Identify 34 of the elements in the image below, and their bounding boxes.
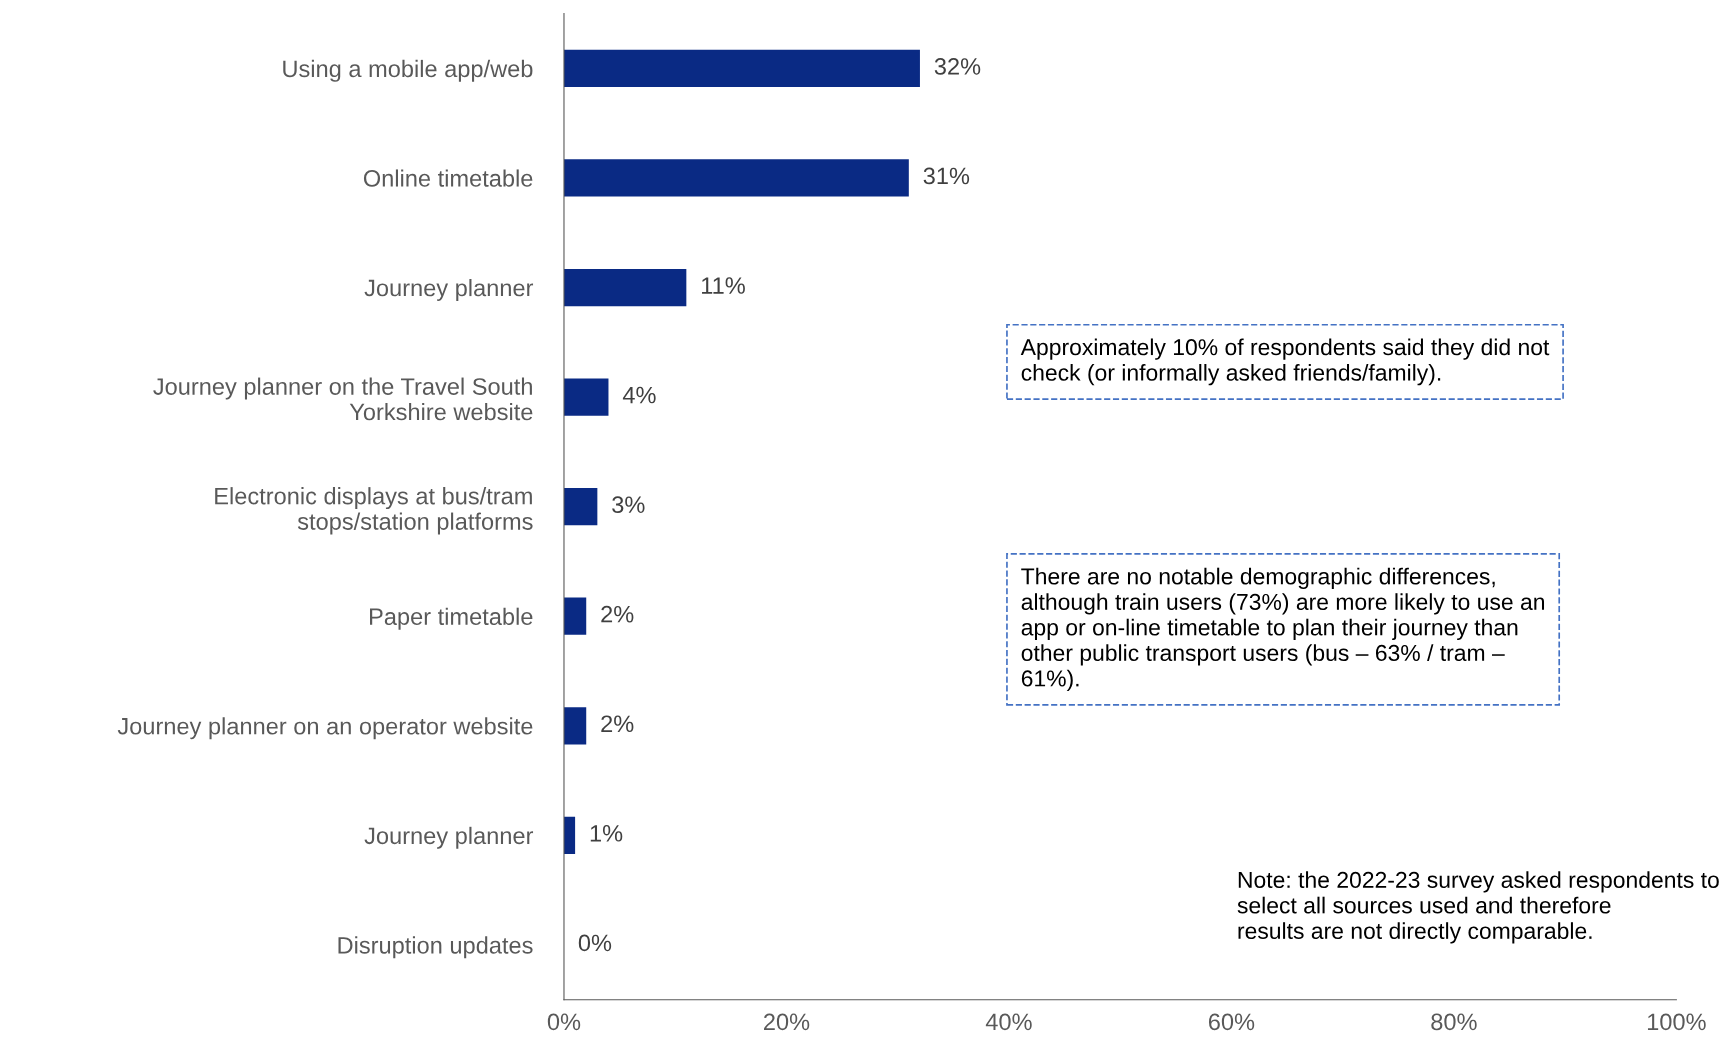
x-tick-label: 100%: [1647, 1013, 1706, 1031]
y-tick-label: Journey planner on the Travel South Yorkshire website: [153, 377, 533, 421]
annotation: There are no notable demographic differences, although train users (73%) are more likely to use an app or on-line timetable to plan their journey than other public transport users (bus – 63% / tram – 61%).: [1021, 567, 1545, 692]
bar: [563, 707, 587, 745]
bar: [563, 488, 598, 526]
y-tick-label: Journey planner on an operator website: [117, 717, 533, 740]
y-tick-label: Using a mobile app/web: [283, 59, 533, 82]
data-label: 2%: [601, 715, 634, 733]
x-tick-label: 0%: [547, 1013, 581, 1031]
x-tick-label: 40%: [985, 1013, 1032, 1031]
y-tick-label: Journey planner: [364, 278, 534, 301]
bar: [563, 378, 609, 416]
bar: [563, 597, 587, 635]
y-tick-label: Disruption updates: [338, 936, 533, 959]
data-label: 3%: [612, 496, 645, 514]
data-label: 1%: [590, 825, 623, 842]
data-label: 31%: [923, 167, 970, 185]
data-label: 4%: [622, 386, 656, 404]
data-label: 0%: [578, 934, 612, 952]
x-tick-label: 80%: [1431, 1013, 1477, 1031]
bar: [563, 268, 687, 307]
annotation: Approximately 10% of respondents said they did not check (or informally asked friends/family).: [1020, 338, 1550, 386]
bar: [563, 49, 920, 88]
y-tick-label: Electronic displays at bus/tram stops/station platforms: [215, 487, 533, 535]
x-tick-label: 60%: [1208, 1013, 1255, 1031]
x-tick-label: 20%: [764, 1013, 810, 1031]
y-tick-label: Journey planner: [364, 826, 534, 849]
data-label: 32%: [934, 58, 981, 75]
annotation: Note: the 2022-23 survey asked respondents to select all sources used and therefore results are not directly comparable.: [1237, 871, 1719, 944]
bar: [563, 159, 909, 197]
data-label: 11%: [702, 277, 745, 294]
y-tick-label: Online timetable: [363, 169, 533, 187]
data-label: 2%: [601, 605, 634, 623]
y-tick-label: Paper timetable: [370, 607, 533, 630]
